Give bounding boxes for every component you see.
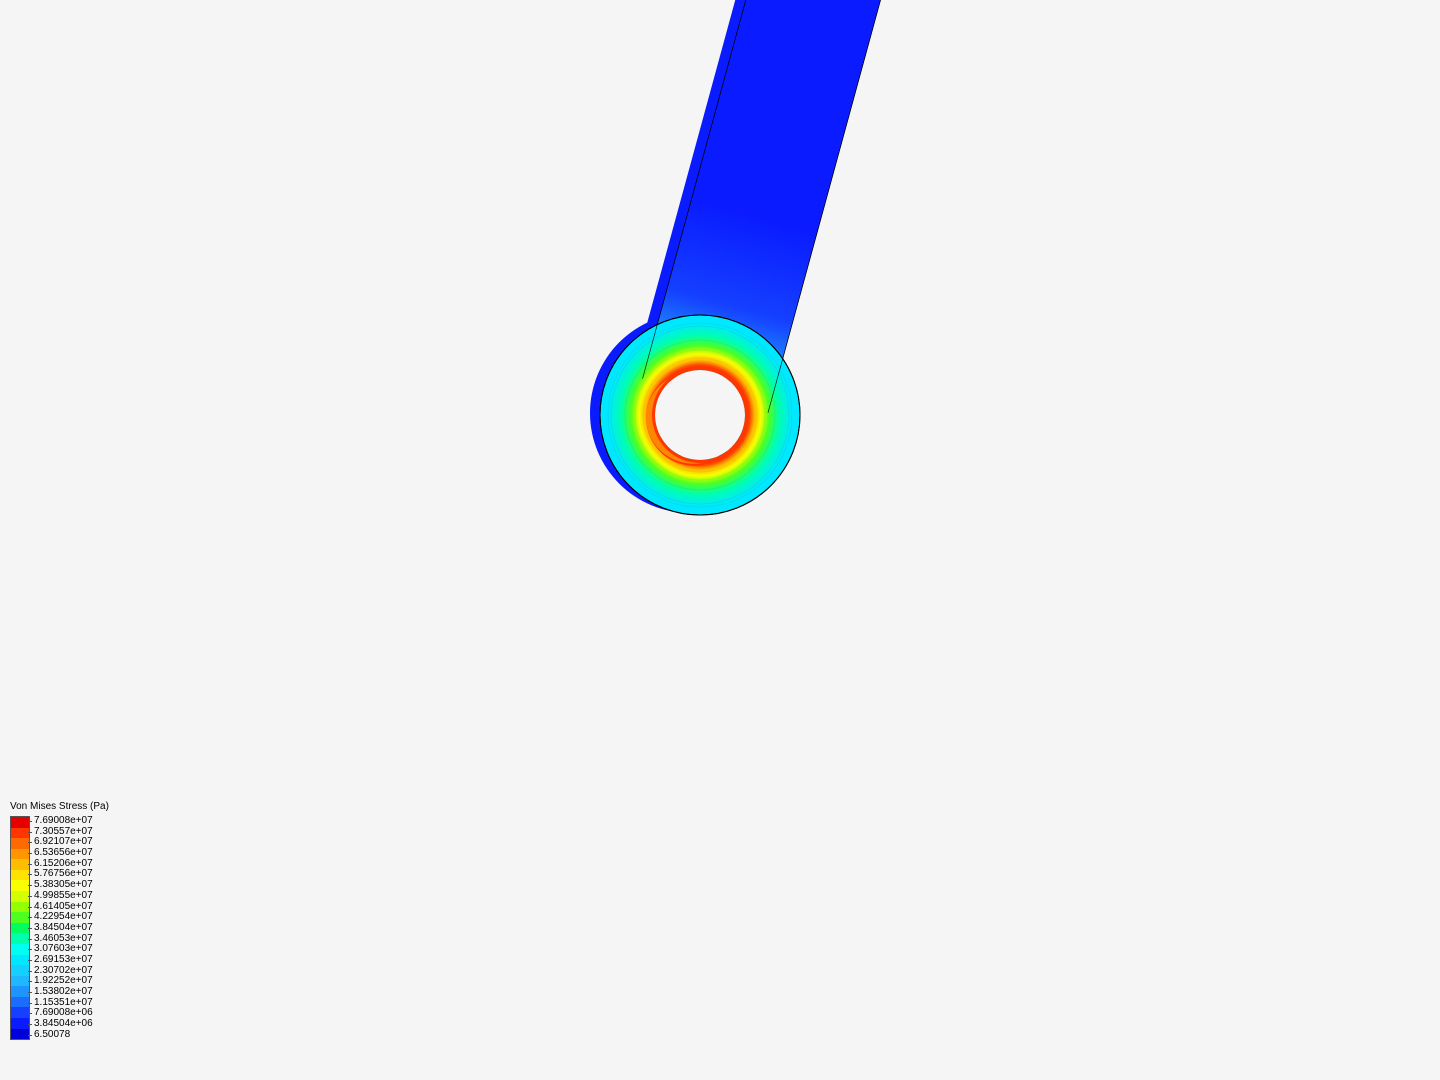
legend-tick: 2.69153e+07 bbox=[34, 955, 93, 965]
legend-tick: 3.84504e+06 bbox=[34, 1019, 93, 1029]
legend-tick: 6.92107e+07 bbox=[34, 837, 93, 847]
legend-tick: 3.84504e+07 bbox=[34, 923, 93, 933]
legend-tick: 7.30557e+07 bbox=[34, 827, 93, 837]
simulation-viewport[interactable] bbox=[0, 0, 1440, 1080]
legend-tick: 5.38305e+07 bbox=[34, 880, 93, 890]
legend-tick: 6.15206e+07 bbox=[34, 859, 93, 869]
legend-tick: 5.76756e+07 bbox=[34, 869, 93, 879]
legend-tick: 1.53802e+07 bbox=[34, 987, 93, 997]
legend-title: Von Mises Stress (Pa) bbox=[10, 801, 109, 812]
legend-tick: 3.46053e+07 bbox=[34, 934, 93, 944]
legend-color-bar bbox=[10, 816, 30, 1040]
legend-tick: 4.99855e+07 bbox=[34, 891, 93, 901]
legend-tick: 2.30702e+07 bbox=[34, 966, 93, 976]
legend-tick: 1.15351e+07 bbox=[34, 998, 93, 1008]
color-legend: Von Mises Stress (Pa) 7.69008e+077.30557… bbox=[10, 801, 109, 1040]
fea-model bbox=[0, 0, 1440, 1080]
legend-tick: 6.50078 bbox=[34, 1030, 93, 1040]
legend-tick: 3.07603e+07 bbox=[34, 944, 93, 954]
legend-tick: 7.69008e+07 bbox=[34, 816, 93, 826]
legend-tick: 6.53656e+07 bbox=[34, 848, 93, 858]
legend-tick: 7.69008e+06 bbox=[34, 1008, 93, 1018]
legend-tick-labels: 7.69008e+077.30557e+076.92107e+076.53656… bbox=[34, 816, 93, 1040]
legend-tick: 1.92252e+07 bbox=[34, 976, 93, 986]
legend-tick: 4.22954e+07 bbox=[34, 912, 93, 922]
legend-tick: 4.61405e+07 bbox=[34, 902, 93, 912]
